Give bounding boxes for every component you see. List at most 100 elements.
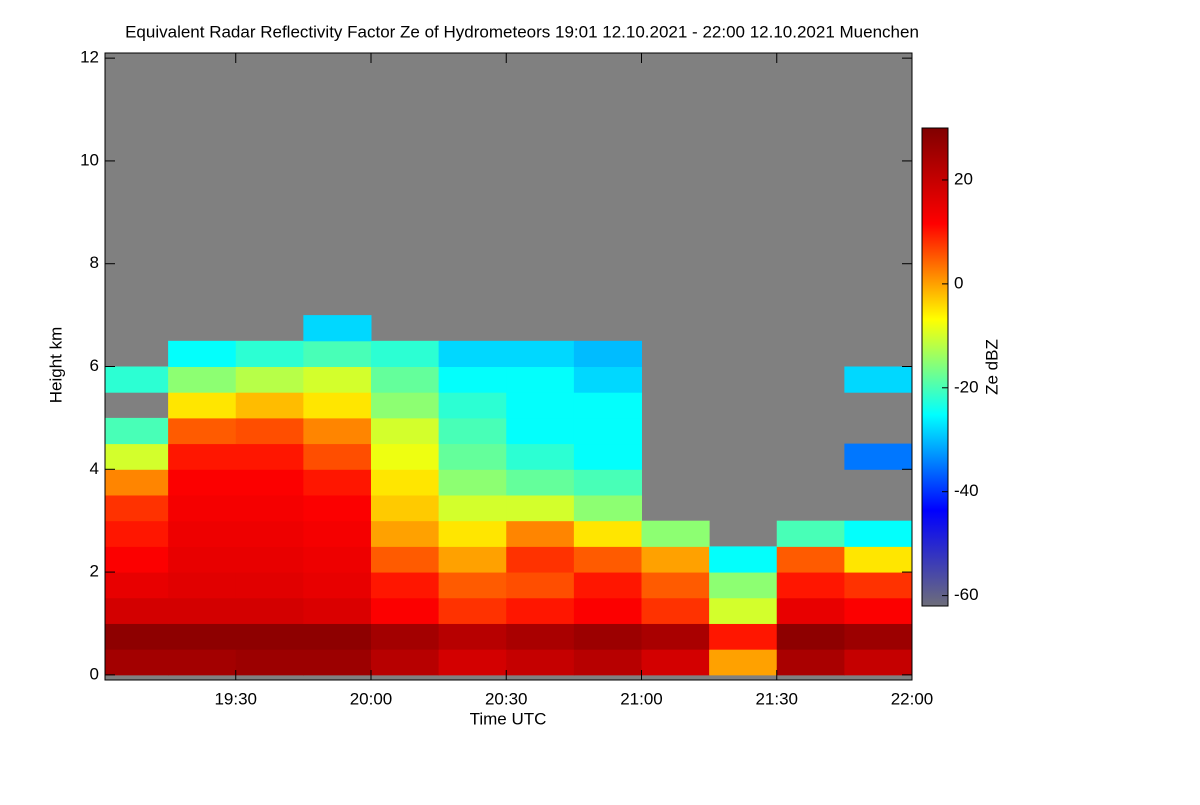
heatmap-cell [506,494,575,522]
heatmap-cell [235,366,304,393]
heatmap-cell [506,572,575,599]
heatmap-cell [370,546,440,573]
heatmap-cell [105,597,169,624]
colorbar [921,127,949,607]
heatmap-cell [235,623,304,650]
heatmap-cell [370,392,440,419]
heatmap-cell [370,340,440,367]
heatmap-cell [303,443,372,470]
heatmap-cell [370,520,440,547]
heatmap-cell [438,597,507,624]
heatmap-cell [573,417,642,445]
heatmap-cell [844,649,913,676]
heatmap-cell [506,417,575,445]
y-tick-label: 6 [90,356,99,375]
heatmap-cell [641,649,710,676]
colorbar-tick-label: 0 [954,273,963,292]
heatmap-cell [168,623,237,650]
heatmap-cell [168,366,237,393]
colorbar-tick-label: -60 [954,585,979,604]
heatmap-cell [235,572,304,599]
heatmap-cell [105,469,169,496]
heatmap-cell [844,623,913,650]
heatmap-cell [235,392,304,419]
heatmap-cell [438,469,507,496]
heatmap-cell [235,546,304,573]
x-tick-label: 22:00 [891,689,934,708]
heatmap-cell [105,546,169,573]
heatmap-cell [506,520,575,547]
heatmap-cell [303,520,372,547]
heatmap-cell [438,443,507,470]
heatmap-cell [776,597,845,624]
heatmap-cell [573,443,642,470]
colorbar-label: Ze dBZ [982,339,1001,395]
heatmap-cell [370,597,440,624]
heatmap-cell [641,623,710,650]
y-tick-label: 8 [90,253,99,272]
heatmap-cell [573,520,642,547]
heatmap-cell [506,392,575,419]
heatmap-cell [235,494,304,522]
heatmap-cell [168,546,237,573]
heatmap-cell [370,623,440,650]
heatmap-cell [105,572,169,599]
chart-title: Equivalent Radar Reflectivity Factor Ze … [125,22,919,41]
heatmap-cell [303,494,372,522]
heatmap-cell [573,649,642,676]
x-tick-label: 20:30 [485,689,528,708]
heatmap-cell [235,469,304,496]
heatmap-cell [438,546,507,573]
heatmap-cell [844,546,913,573]
colorbar-tick-label: -40 [954,481,979,500]
heatmap-cell [168,649,237,676]
x-tick-label: 20:00 [350,689,393,708]
heatmap-cell [844,597,913,624]
heatmap-cell [168,417,237,445]
heatmap-cell [168,340,237,367]
heatmap-cell [105,623,169,650]
heatmap-cell [438,340,507,367]
heatmap-cell [303,340,372,367]
x-tick-label: 21:30 [755,689,798,708]
heatmap-cell [303,469,372,496]
heatmap-cell [709,623,778,650]
y-tick-label: 10 [80,150,99,169]
heatmap-cell [573,392,642,419]
y-tick-label: 2 [90,562,99,581]
heatmap-cell [506,597,575,624]
heatmap-cell [105,366,169,393]
heatmap-cell [303,623,372,650]
heatmap-cell [303,572,372,599]
heatmap-cell [438,649,507,676]
heatmap-cell [776,520,845,547]
heatmap-cell [303,597,372,624]
heatmap-cell [573,597,642,624]
heatmap-cell [303,392,372,419]
heatmap-cell [303,546,372,573]
heatmap-cell [303,315,372,342]
heatmap-cell [105,494,169,522]
heatmap-cell [168,443,237,470]
heatmap-cell [709,649,778,676]
heatmap-cell [168,469,237,496]
x-tick-label: 19:30 [214,689,257,708]
heatmap-cell [370,417,440,445]
heatmap-cell [235,417,304,445]
heatmap-cell [844,572,913,599]
colorbar-tick-label: 20 [954,169,973,188]
heatmap-cell [573,494,642,522]
heatmap-cell [168,494,237,522]
heatmap-cell [506,366,575,393]
y-tick-label: 0 [90,664,99,683]
heatmap-cell [573,340,642,367]
heatmap-cell [641,520,710,547]
heatmap-cell [105,649,169,676]
heatmap-cell [506,546,575,573]
heatmap-cell [438,494,507,522]
x-axis-label: Time UTC [470,709,547,728]
heatmap-cell [641,597,710,624]
heatmap-cell [168,520,237,547]
heatmap-cell [573,623,642,650]
